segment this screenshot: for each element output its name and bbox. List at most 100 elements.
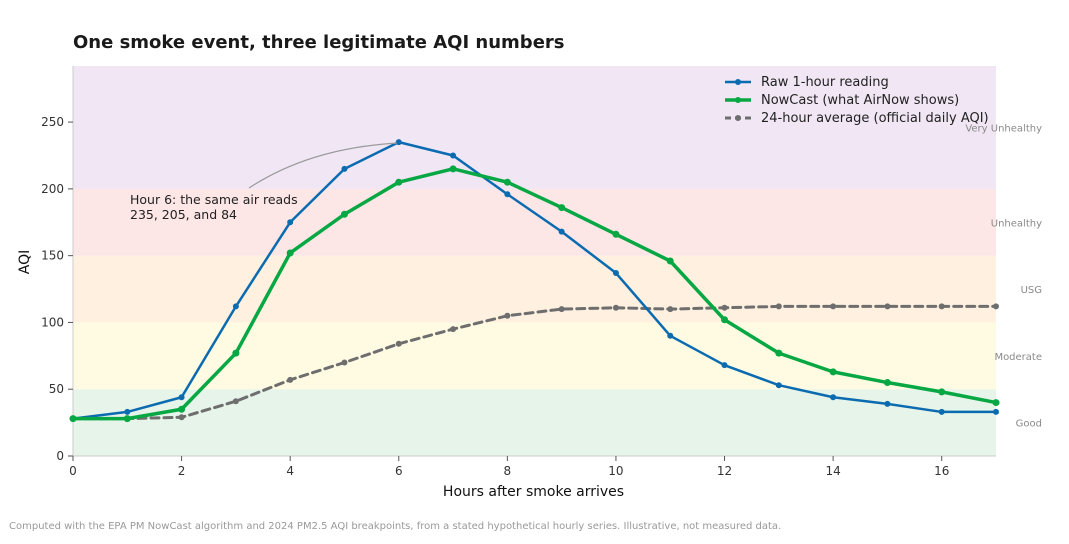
data-point	[341, 165, 348, 172]
data-point	[612, 230, 620, 238]
data-point	[449, 165, 457, 173]
series-line	[71, 304, 998, 421]
data-point	[395, 340, 402, 347]
series-3	[70, 303, 999, 422]
data-point	[775, 349, 783, 357]
legend-swatch	[725, 115, 751, 121]
data-point	[341, 359, 348, 366]
data-point	[938, 303, 945, 310]
data-point	[287, 219, 294, 226]
band-very-unhealthy	[73, 66, 996, 189]
legend-label: Raw 1-hour reading	[761, 74, 889, 90]
y-tick-label: 200	[41, 182, 64, 196]
y-tick-label: 100	[41, 315, 64, 329]
y-tick-label: 250	[41, 115, 64, 129]
legend-item: NowCast (what AirNow shows)	[722, 91, 989, 109]
data-point	[992, 399, 1000, 407]
x-tick-label: 10	[608, 464, 623, 478]
series-line	[71, 167, 998, 421]
data-point	[721, 362, 728, 369]
data-point	[721, 304, 728, 311]
legend-swatch	[725, 79, 751, 85]
data-point	[558, 228, 565, 235]
band-label: USG	[1021, 285, 1042, 296]
x-tick-label: 14	[825, 464, 840, 478]
data-point	[829, 368, 837, 376]
data-point	[450, 152, 457, 159]
data-point	[667, 332, 674, 339]
data-point	[232, 349, 240, 357]
x-axis-label: Hours after smoke arrives	[443, 484, 624, 500]
legend-item: 24-hour average (official daily AQI)	[722, 109, 989, 127]
data-point	[775, 382, 782, 389]
band-label: Unhealthy	[991, 218, 1042, 229]
series-2	[69, 165, 1000, 423]
data-point	[178, 394, 185, 401]
x-tick-label: 4	[286, 464, 294, 478]
data-point	[558, 204, 566, 212]
footnote: Computed with the EPA PM NowCast algorit…	[9, 521, 782, 532]
data-point	[830, 303, 837, 310]
band-label: Very Unhealthy	[965, 123, 1042, 134]
data-point	[938, 408, 945, 415]
annotation-arrow	[248, 142, 397, 189]
axes: 0 2 4 6 8 10 12 14 16 0 50 100 150 200 250 Hours after …	[17, 66, 996, 500]
aqi-category-bands: Good Moderate USG Unhealthy Very Unhealthy	[73, 66, 1042, 456]
legend-label: NowCast (what AirNow shows)	[761, 92, 960, 108]
data-point	[178, 405, 186, 413]
data-point	[558, 306, 565, 313]
legend: Raw 1-hour reading NowCast (what AirNow s…	[722, 73, 989, 127]
data-point	[667, 306, 674, 313]
data-point	[612, 304, 619, 311]
annotation-text: 235, 205, and 84	[130, 207, 237, 222]
y-tick-label: 0	[56, 449, 64, 463]
data-point	[830, 394, 837, 401]
data-point	[69, 415, 77, 423]
legend-swatch	[725, 97, 751, 103]
series-lines	[69, 139, 1000, 423]
data-point	[666, 257, 674, 265]
y-axis-label: AQI	[17, 250, 33, 274]
legend-label: 24-hour average (official daily AQI)	[761, 110, 989, 126]
data-point	[883, 379, 891, 387]
data-point	[287, 376, 294, 383]
data-point	[884, 400, 891, 407]
data-point	[124, 408, 131, 415]
x-tick-label: 16	[934, 464, 949, 478]
x-tick-label: 8	[504, 464, 512, 478]
legend-item: Raw 1-hour reading	[722, 73, 989, 91]
data-point	[232, 398, 239, 405]
data-point	[504, 312, 511, 319]
band-good	[73, 389, 996, 456]
band-usg	[73, 255, 996, 323]
data-point	[395, 178, 403, 186]
x-tick-label: 12	[717, 464, 732, 478]
data-point	[938, 388, 946, 396]
data-point	[123, 415, 131, 423]
y-tick-label: 150	[41, 249, 64, 263]
x-tick-label: 6	[395, 464, 403, 478]
band-label: Good	[1016, 419, 1042, 430]
data-point	[232, 303, 239, 310]
data-point	[450, 326, 457, 333]
annotation-text: Hour 6: the same air reads	[130, 192, 298, 207]
data-point	[612, 270, 619, 277]
data-point	[178, 414, 185, 421]
data-point	[286, 249, 294, 257]
data-point	[993, 408, 999, 415]
series-line	[71, 140, 998, 420]
data-point	[504, 191, 511, 198]
band-unhealthy	[73, 188, 996, 256]
band-moderate	[73, 322, 996, 390]
band-label: Moderate	[994, 352, 1042, 363]
data-point	[340, 210, 348, 218]
x-tick-label: 0	[69, 464, 77, 478]
data-point	[884, 303, 891, 310]
data-point	[993, 303, 999, 310]
data-point	[721, 316, 729, 324]
x-tick-label: 2	[178, 464, 186, 478]
y-tick-label: 50	[49, 382, 64, 396]
data-point	[503, 178, 511, 186]
